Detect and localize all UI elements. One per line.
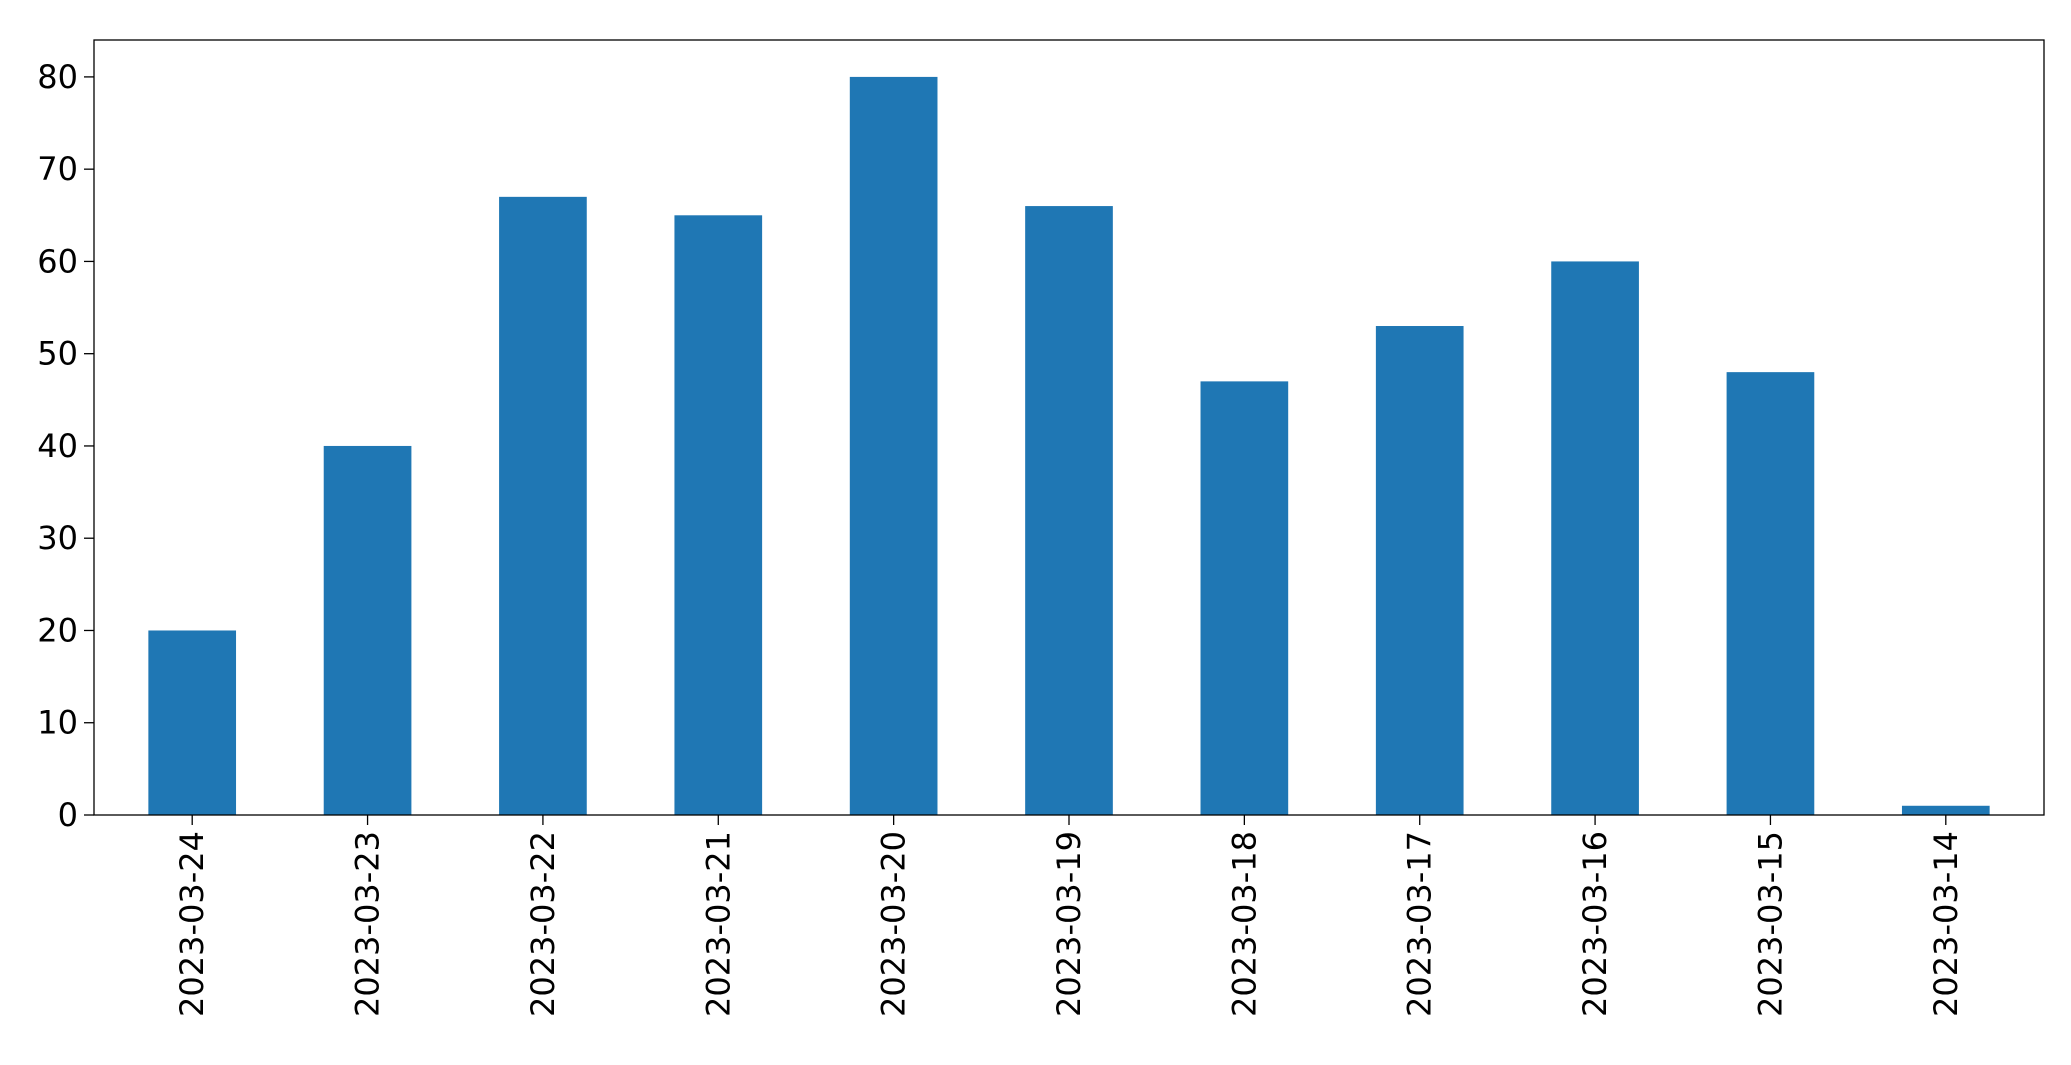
x-tick-label: 2023-03-23 [349,831,387,1017]
bar-2023-03-15 [1726,372,1815,815]
x-axis: 2023-03-24 2023-03-23 2023-03-22 2023-03-21… [173,815,1965,1017]
x-tick-label: 2023-03-22 [524,831,562,1017]
bar-2023-03-19 [1025,206,1113,816]
bar-2023-03-14 [1901,805,1990,815]
y-axis: 0 10 20 30 40 50 60 70 80 [37,58,94,834]
x-tick-label: 2023-03-16 [1576,831,1614,1017]
plot-frame [93,39,2045,816]
y-tick-label: 60 [37,242,78,280]
y-tick-label: 50 [37,335,78,373]
bar-2023-03-20 [849,76,938,815]
bar-2023-03-23 [323,445,412,815]
y-tick-label: 40 [37,427,78,465]
bar-2023-03-21 [674,215,763,816]
bar-2023-03-24 [148,630,237,815]
x-tick-label: 2023-03-18 [1225,831,1263,1017]
bars-layer [148,76,1990,816]
y-tick-label: 30 [37,519,78,557]
x-tick-label: 2023-03-21 [699,831,737,1017]
bar-2023-03-17 [1375,326,1464,815]
x-tick-label: 2023-03-14 [1927,831,1965,1017]
bar-2023-03-22 [499,196,587,816]
x-tick-label: 2023-03-20 [875,831,913,1017]
y-tick-label: 10 [37,704,78,742]
bar-2023-03-16 [1551,261,1639,815]
x-tick-label: 2023-03-24 [173,831,211,1017]
y-tick-label: 20 [37,611,78,649]
bar-2023-03-18 [1200,381,1289,815]
y-tick-label: 0 [58,796,78,834]
x-tick-label: 2023-03-15 [1751,831,1789,1017]
x-tick-label: 2023-03-19 [1050,831,1088,1017]
x-tick-label: 2023-03-17 [1401,831,1439,1017]
y-tick-label: 70 [37,150,78,188]
y-tick-label: 80 [37,58,78,96]
